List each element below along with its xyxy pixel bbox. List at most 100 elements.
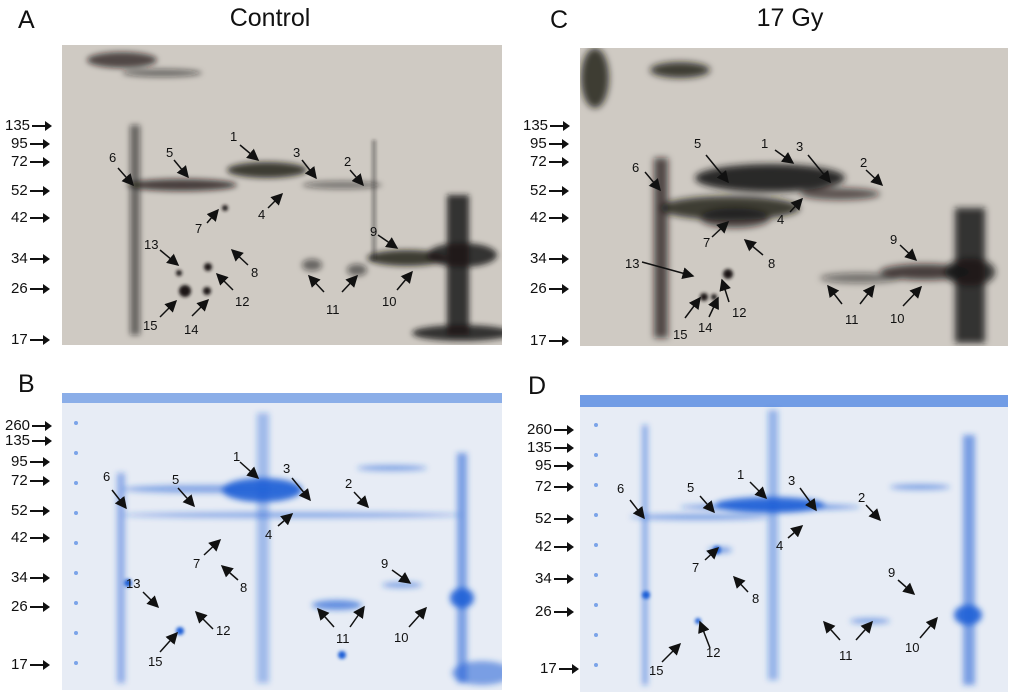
mw-marker-c-17: 17	[530, 332, 569, 349]
spot-label-c-4: 4	[777, 212, 785, 227]
spot-label-a-2: 2	[344, 154, 352, 169]
spot-label-c-1: 1	[761, 136, 769, 151]
right-arrow-icon	[29, 660, 50, 671]
mw-marker-c-34: 34	[530, 250, 569, 267]
spot-label-b-2: 2	[345, 476, 353, 491]
spot-label-c-13: 13	[625, 256, 640, 271]
spot-label-c-12: 12	[732, 305, 747, 320]
spot-label-c-8: 8	[768, 256, 776, 271]
spot-label-b-5: 5	[172, 472, 180, 487]
mw-marker-b-260: 260	[5, 417, 53, 434]
mw-marker-c-135: 135	[523, 117, 571, 134]
spot-label-a-4: 4	[258, 207, 266, 222]
mw-marker-b-42: 42	[11, 529, 50, 546]
right-arrow-icon	[29, 573, 50, 584]
right-arrow-icon	[550, 121, 571, 132]
mw-marker-a-17: 17	[11, 331, 50, 348]
mw-marker-d-26: 26	[535, 603, 574, 620]
mw-marker-a-72: 72	[11, 153, 50, 170]
mw-marker-c-52: 52	[530, 182, 569, 199]
spot-label-b-3: 3	[283, 461, 291, 476]
right-arrow-icon	[29, 284, 50, 295]
spot-label-d-10: 10	[905, 640, 920, 655]
mw-marker-d-17: 17	[540, 660, 579, 677]
right-arrow-icon	[554, 425, 575, 436]
spot-label-a-13: 13	[144, 237, 159, 252]
right-arrow-icon	[29, 186, 50, 197]
right-arrow-icon	[548, 157, 569, 168]
right-arrow-icon	[29, 254, 50, 265]
spot-label-c-6: 6	[632, 160, 640, 175]
spot-label-b-9: 9	[381, 556, 389, 571]
right-arrow-icon	[32, 436, 53, 447]
right-arrow-icon	[32, 121, 53, 132]
right-arrow-icon	[548, 213, 569, 224]
spot-label-a-5: 5	[166, 145, 174, 160]
mw-marker-c-95: 95	[530, 135, 569, 152]
right-arrow-icon	[29, 506, 50, 517]
mw-marker-a-135: 135	[5, 117, 53, 134]
right-arrow-icon	[29, 476, 50, 487]
mw-marker-a-42: 42	[11, 209, 50, 226]
panel-letter-c: C	[550, 6, 569, 34]
right-arrow-icon	[548, 139, 569, 150]
mw-marker-b-95: 95	[11, 453, 50, 470]
panel-letter-a: A	[18, 6, 35, 34]
panel-letter-b: B	[18, 370, 35, 398]
spot-label-a-3: 3	[293, 145, 301, 160]
right-arrow-icon	[32, 421, 53, 432]
spot-label-b-10: 10	[394, 630, 409, 645]
spot-label-d-5: 5	[687, 480, 695, 495]
spot-label-b-15: 15	[148, 654, 163, 669]
gel-c-western-17gy	[580, 48, 1008, 346]
mw-marker-d-72: 72	[535, 478, 574, 495]
spot-label-c-2: 2	[860, 155, 868, 170]
mw-marker-b-17: 17	[11, 656, 50, 673]
spot-label-b-4: 4	[265, 527, 273, 542]
spot-label-a-14: 14	[184, 322, 199, 337]
mw-marker-c-72: 72	[530, 153, 569, 170]
gel-b-coomassie-control	[62, 393, 502, 690]
gel-d-coomassie-17gy	[580, 395, 1008, 692]
right-arrow-icon	[29, 213, 50, 224]
right-arrow-icon	[553, 514, 574, 525]
mw-marker-b-72: 72	[11, 472, 50, 489]
panel-letter-d: D	[528, 372, 547, 400]
spot-label-d-4: 4	[776, 538, 784, 553]
spot-label-a-1: 1	[230, 129, 238, 144]
spot-label-c-5: 5	[694, 136, 702, 151]
panel-title-control: Control	[229, 4, 311, 32]
spot-label-a-10: 10	[382, 294, 397, 309]
spot-label-b-13: 13	[126, 576, 141, 591]
right-arrow-icon	[29, 139, 50, 150]
spot-label-b-7: 7	[193, 556, 201, 571]
right-arrow-icon	[29, 157, 50, 168]
right-arrow-icon	[29, 602, 50, 613]
spot-label-c-10: 10	[890, 311, 905, 326]
spot-label-b-12: 12	[216, 623, 231, 638]
mw-marker-d-260: 260	[527, 421, 575, 438]
spot-label-b-1: 1	[233, 449, 241, 464]
mw-marker-b-26: 26	[11, 598, 50, 615]
panel-title-17gy: 17 Gy	[756, 4, 824, 32]
spot-label-d-7: 7	[692, 560, 700, 575]
mw-marker-b-135: 135	[5, 432, 53, 449]
spot-label-c-14: 14	[698, 320, 713, 335]
spot-label-b-8: 8	[240, 580, 248, 595]
spot-label-d-15: 15	[649, 663, 664, 678]
mw-marker-d-42: 42	[535, 538, 574, 555]
right-arrow-icon	[548, 186, 569, 197]
spot-label-a-7: 7	[195, 221, 203, 236]
spot-label-a-6: 6	[109, 150, 117, 165]
right-arrow-icon	[548, 254, 569, 265]
right-arrow-icon	[553, 542, 574, 553]
right-arrow-icon	[558, 664, 579, 675]
spot-label-a-8: 8	[251, 265, 259, 280]
mw-marker-c-26: 26	[530, 280, 569, 297]
spot-label-c-7: 7	[703, 235, 711, 250]
mw-marker-a-34: 34	[11, 250, 50, 267]
mw-marker-b-52: 52	[11, 502, 50, 519]
right-arrow-icon	[548, 284, 569, 295]
spot-label-d-12: 12	[706, 645, 721, 660]
spot-label-b-6: 6	[103, 469, 111, 484]
